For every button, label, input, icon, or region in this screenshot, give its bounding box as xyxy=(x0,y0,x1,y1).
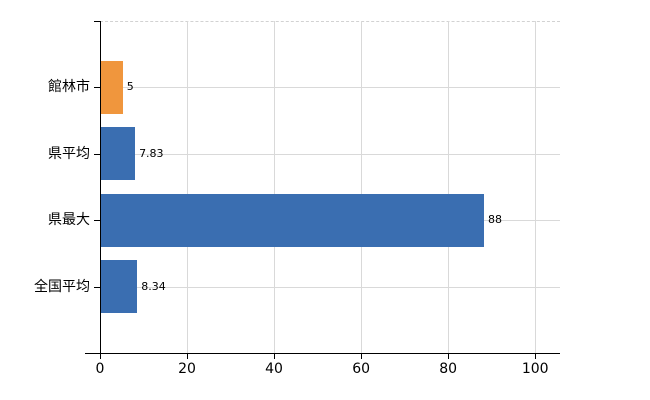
category-label: 全国平均 xyxy=(34,278,90,295)
horizontal-gridline xyxy=(100,286,560,288)
data-bar xyxy=(101,260,138,314)
x-tick-label: 20 xyxy=(178,361,196,377)
x-tick-label: 40 xyxy=(265,361,283,377)
x-tick-label: 80 xyxy=(439,361,458,377)
category-label: 県平均 xyxy=(48,145,90,162)
x-axis-tick xyxy=(187,354,189,359)
plot-top-border xyxy=(100,21,560,22)
y-axis-line xyxy=(100,21,101,353)
x-axis-tick xyxy=(361,354,363,359)
data-bar xyxy=(101,193,484,247)
y-axis-top-tick xyxy=(94,21,100,22)
x-axis-tick xyxy=(100,354,101,359)
vertical-gridline xyxy=(274,21,276,353)
y-axis-tick xyxy=(94,286,100,288)
horizontal-gridline xyxy=(100,153,560,155)
x-axis-tick xyxy=(448,354,450,359)
data-bar xyxy=(101,127,136,181)
category-label: 県最大 xyxy=(48,212,90,229)
data-bar xyxy=(101,60,123,114)
y-axis-tick xyxy=(94,153,100,155)
vertical-gridline xyxy=(361,21,363,353)
y-axis-tick xyxy=(94,87,100,89)
x-tick-label: 0 xyxy=(95,361,105,377)
x-axis-tick xyxy=(274,354,276,359)
value-label: 88 xyxy=(487,213,502,227)
x-tick-label: 60 xyxy=(352,361,371,377)
category-label: 館林市 xyxy=(48,79,90,96)
value-label: 5 xyxy=(126,80,134,94)
vertical-gridline xyxy=(448,21,450,353)
x-tick-label: 100 xyxy=(521,361,549,377)
x-axis-tick xyxy=(535,354,537,359)
y-axis-tick xyxy=(94,220,100,222)
x-axis-line xyxy=(85,353,560,354)
vertical-gridline xyxy=(535,21,537,353)
horizontal-gridline xyxy=(100,87,560,89)
vertical-gridline xyxy=(187,21,189,353)
value-label: 8.34 xyxy=(141,279,166,293)
value-label: 7.83 xyxy=(139,146,164,160)
